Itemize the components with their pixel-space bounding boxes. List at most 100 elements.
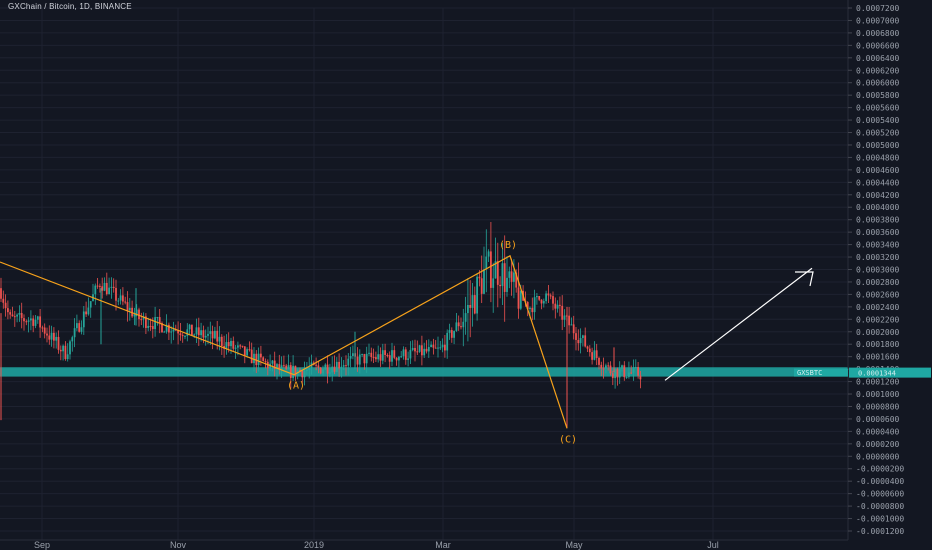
candle-body <box>586 346 589 349</box>
price-tag-symbol: GXSBTC <box>797 369 822 377</box>
arrow-head <box>795 271 814 287</box>
price-tick-label: 0.0005400 <box>856 116 900 125</box>
elliott-waves: (A) (B) (C) <box>0 240 577 445</box>
candle-body <box>202 330 205 338</box>
candle-body <box>23 318 25 322</box>
candle-body <box>388 355 391 362</box>
candle-body <box>41 327 44 329</box>
candle-body <box>50 332 53 340</box>
price-tick-label: 0.0004800 <box>856 153 900 162</box>
candle-body <box>191 324 193 336</box>
time-tick-label: Nov <box>170 540 187 550</box>
candle-body <box>306 369 308 371</box>
candle-body <box>289 365 292 378</box>
candle-body <box>69 341 71 355</box>
price-tick-label: 0.0002400 <box>856 303 900 312</box>
price-tick-label: 0.0002800 <box>856 278 900 287</box>
candle-body <box>605 365 607 369</box>
candle-body <box>276 364 278 370</box>
candle-body <box>391 350 393 362</box>
candle-body <box>418 345 421 352</box>
wave-line <box>0 254 568 429</box>
candle-body <box>105 282 108 295</box>
price-tick-label: 0.0001000 <box>856 390 900 399</box>
candle-body <box>529 307 531 310</box>
candle-body <box>639 375 642 380</box>
candle-body <box>184 335 186 337</box>
candle-body <box>122 295 124 302</box>
price-tick-label: 0.0006000 <box>856 79 900 88</box>
candle-body <box>18 312 21 315</box>
candle-body <box>425 348 428 352</box>
candle-body <box>285 365 288 369</box>
candle-body <box>324 364 327 370</box>
candle-body <box>57 336 60 350</box>
candle-body <box>177 330 179 334</box>
candle-body <box>216 330 219 342</box>
candle-body <box>607 365 610 367</box>
candle-body <box>340 366 343 369</box>
candle-body <box>423 348 426 356</box>
price-tick-label: -0.0001000 <box>856 515 904 524</box>
candle-body <box>126 302 129 311</box>
candle-body <box>34 319 37 326</box>
candle-body <box>112 286 115 288</box>
candle-body <box>87 307 90 315</box>
candle-body <box>393 350 396 358</box>
time-tick-label: Jul <box>707 540 719 550</box>
candle-body <box>25 321 28 323</box>
candle-body <box>161 323 163 333</box>
candle-body <box>142 316 145 320</box>
price-axis[interactable]: 0.0007200 0.0007000 0.0006800 0.0006600 0.00… <box>794 0 932 550</box>
candle-body <box>204 335 207 338</box>
candle-body <box>4 302 7 309</box>
candle-body <box>36 316 39 320</box>
candle-body <box>446 332 449 351</box>
price-tick-label: 0.0001800 <box>856 340 900 349</box>
candle-body <box>352 353 354 357</box>
price-axis-bg <box>848 0 932 550</box>
candle-body <box>250 349 253 364</box>
price-tick-label: 0.0006800 <box>856 29 900 38</box>
candle-body <box>32 318 35 326</box>
candle-body <box>197 327 200 336</box>
price-tick-label: 0.0003200 <box>856 253 900 262</box>
candle-body <box>9 312 12 315</box>
time-axis[interactable]: Sep Nov 2019 Mar May Jul <box>0 539 848 550</box>
candle-body <box>168 324 170 333</box>
candle-body <box>483 269 485 294</box>
candle-body <box>628 372 630 377</box>
price-tick-label: -0.0000600 <box>856 490 904 499</box>
candle-body <box>124 301 127 303</box>
candle-body <box>365 353 368 364</box>
candle-body <box>411 347 414 350</box>
candle-body <box>625 376 628 378</box>
candle-body <box>239 345 242 347</box>
candle-body <box>473 295 476 314</box>
candle-body <box>379 354 382 361</box>
candle-body <box>430 344 432 348</box>
price-tick-label: 0.0000000 <box>856 452 900 461</box>
candle-body <box>115 287 117 301</box>
candle-body <box>278 364 281 370</box>
candle-body <box>398 356 400 361</box>
candle-body <box>375 357 377 360</box>
candle-body <box>480 278 483 294</box>
candle-body <box>7 308 9 313</box>
candle-body <box>214 330 216 339</box>
projection-arrow <box>664 267 814 381</box>
candle-body <box>101 286 104 291</box>
candle-body <box>572 324 575 334</box>
candle-body <box>64 345 67 360</box>
candle-body <box>427 347 430 352</box>
candle-body <box>611 373 614 379</box>
time-tick-label: May <box>565 540 583 550</box>
candle-body <box>165 324 168 332</box>
candle-body <box>145 316 147 328</box>
price-tag-left-bg <box>794 368 848 377</box>
candle-body <box>549 295 552 297</box>
candle-body <box>547 293 550 296</box>
candle-body <box>20 312 23 319</box>
chart-title: GXChain / Bitcoin, 1D, BINANCE <box>8 2 132 11</box>
